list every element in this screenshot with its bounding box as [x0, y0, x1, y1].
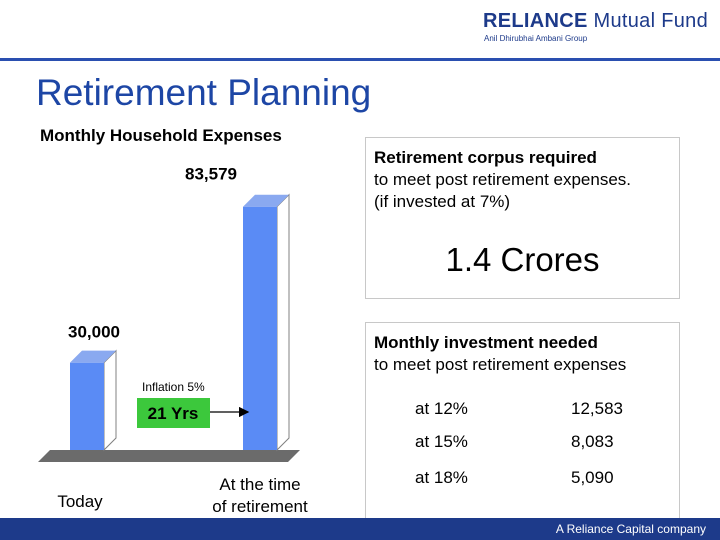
value-label: 83,579	[185, 165, 237, 184]
bar-front	[70, 362, 104, 450]
chart-floor	[38, 450, 300, 462]
header-divider	[0, 58, 720, 61]
header: RELIANCE Mutual Fund Anil Dhirubhai Amba…	[0, 0, 720, 58]
corpus-title: Retirement corpus required	[374, 148, 597, 167]
rate-row: at 18% 5,090	[366, 468, 679, 494]
logo-group: Anil Dhirubhai Ambani Group	[484, 34, 588, 43]
investment-line2: to meet post retirement expenses	[374, 355, 627, 374]
rate-row: at 12% 12,583	[366, 399, 679, 425]
rate-value: 8,083	[571, 432, 614, 451]
bar-side	[276, 193, 290, 452]
investment-box: Monthly investment needed to meet post r…	[365, 322, 680, 520]
rate-value: 5,090	[571, 468, 614, 487]
corpus-value: 1.4 Crores	[445, 241, 600, 278]
footer-text: A Reliance Capital company	[555, 522, 706, 536]
bar-top	[70, 350, 116, 363]
value-label: 30,000	[68, 323, 120, 342]
category-label: Today	[57, 492, 103, 511]
rate-label: at 15%	[415, 432, 468, 451]
bar-side	[103, 349, 117, 452]
footer-bar: A Reliance Capital company	[0, 518, 720, 540]
bar-chart: Inflation 5% 21 Yrs 30,000 83,579 Today At …	[38, 165, 308, 516]
rate-label: at 18%	[415, 468, 468, 487]
duration-box	[137, 398, 210, 428]
corpus-line2: to meet post retirement expenses.	[374, 170, 632, 189]
reliance-logo: RELIANCE Mutual Fund Anil Dhirubhai Amba…	[483, 10, 708, 43]
rate-label: at 12%	[415, 399, 468, 418]
rate-value: 12,583	[571, 399, 623, 418]
investment-title: Monthly investment needed	[374, 333, 598, 352]
bar-top	[243, 194, 289, 207]
corpus-line3: (if invested at 7%)	[374, 192, 511, 211]
duration-label: 21 Yrs	[148, 404, 199, 423]
page-title: Retirement Planning	[36, 72, 372, 113]
chart-title: Monthly Household Expenses	[40, 126, 282, 145]
category-label: At the time of retirement	[212, 475, 308, 516]
corpus-box: Retirement corpus required to meet post …	[365, 137, 680, 299]
logo-brand: RELIANCE	[483, 10, 588, 32]
bar-1	[243, 193, 290, 452]
inflation-annotation: Inflation 5%	[142, 380, 205, 394]
bar-0	[70, 349, 117, 452]
logo-product: Mutual Fund	[593, 10, 708, 32]
rate-row: at 15% 8,083	[366, 432, 679, 458]
bar-front	[243, 206, 277, 450]
